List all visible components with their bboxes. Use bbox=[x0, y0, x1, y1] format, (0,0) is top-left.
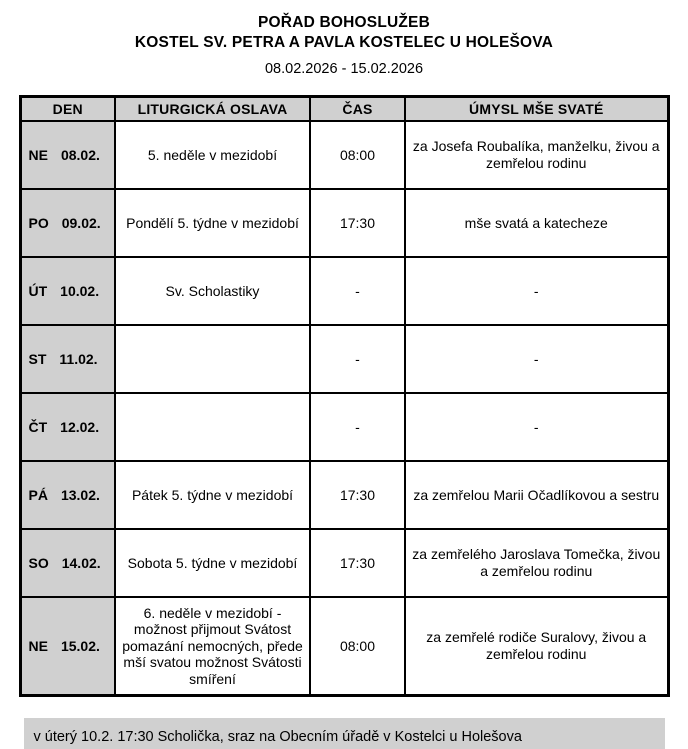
day-cell: PO 09.02. bbox=[19, 188, 116, 258]
time-cell: 17:30 bbox=[309, 460, 406, 530]
time-cell: - bbox=[309, 392, 406, 462]
page-title: POŘAD BOHOSLUŽEB bbox=[258, 14, 430, 31]
celebration-cell: Sobota 5. týdne v mezidobí bbox=[114, 528, 311, 598]
time-cell: 08:00 bbox=[309, 120, 406, 190]
day-cell: NE 15.02. bbox=[19, 596, 116, 697]
celebration-cell: 5. neděle v mezidobí bbox=[114, 120, 311, 190]
day-date: 15.02. bbox=[60, 638, 100, 654]
table-row: NE 08.02. 5. neděle v mezidobí 08:00 za J… bbox=[19, 120, 669, 190]
column-header-day: DEN bbox=[19, 95, 116, 122]
intention-cell: mše svatá a katecheze bbox=[404, 188, 669, 258]
time-cell: 17:30 bbox=[309, 188, 406, 258]
day-abbr: NE bbox=[28, 147, 48, 163]
intention-cell: za Josefa Roubalíka, manželku, živou a z… bbox=[404, 120, 669, 190]
celebration-cell: Pondělí 5. týdne v mezidobí bbox=[114, 188, 311, 258]
celebration-cell: Pátek 5. týdne v mezidobí bbox=[114, 460, 311, 530]
day-abbr: NE bbox=[28, 638, 48, 654]
celebration-cell: 6. neděle v mezidobí - možnost přijmout … bbox=[114, 596, 311, 697]
table-row: ST 11.02. - - bbox=[19, 324, 669, 394]
intention-cell: za zemřelou Marii Očadlíkovou a sestru bbox=[404, 460, 669, 530]
intention-cell: za zemřelého Jaroslava Tomečka, živou a … bbox=[404, 528, 669, 598]
announcement-bar: v úterý 10.2. 17:30 Scholička, sraz na O… bbox=[23, 718, 665, 749]
celebration-cell bbox=[114, 392, 311, 462]
day-cell: SO 14.02. bbox=[19, 528, 116, 598]
column-header-intention: ÚMYSL MŠE SVATÉ bbox=[404, 95, 669, 122]
column-header-time: ČAS bbox=[309, 95, 406, 122]
day-cell: ČT 12.02. bbox=[19, 392, 116, 462]
day-abbr: ČT bbox=[28, 419, 48, 435]
day-abbr: PO bbox=[28, 215, 49, 231]
day-date: 13.02. bbox=[60, 487, 100, 503]
column-header-celebration: LITURGICKÁ OSLAVA bbox=[114, 95, 311, 122]
day-date: 12.02. bbox=[60, 419, 100, 435]
document-header: POŘAD BOHOSLUŽEB KOSTEL SV. PETRA A PAVL… bbox=[0, 0, 688, 78]
day-cell: ST 11.02. bbox=[19, 324, 116, 394]
intention-cell: - bbox=[404, 392, 669, 462]
intention-cell: - bbox=[404, 256, 669, 326]
day-date: 08.02. bbox=[60, 147, 100, 163]
time-cell: 08:00 bbox=[309, 596, 406, 697]
day-abbr: ÚT bbox=[28, 283, 48, 299]
time-cell: 17:30 bbox=[309, 528, 406, 598]
day-cell: ÚT 10.02. bbox=[19, 256, 116, 326]
intention-cell: za zemřelé rodiče Suralovy, živou a zemř… bbox=[404, 596, 669, 697]
table-row: PÁ 13.02. Pátek 5. týdne v mezidobí 17:30… bbox=[19, 460, 669, 530]
table-row: SO 14.02. Sobota 5. týdne v mezidobí 17:3… bbox=[19, 528, 669, 598]
table-row: ČT 12.02. - - bbox=[19, 392, 669, 462]
intention-cell: - bbox=[404, 324, 669, 394]
time-cell: - bbox=[309, 256, 406, 326]
day-abbr: PÁ bbox=[28, 487, 48, 503]
day-abbr: ST bbox=[28, 351, 47, 367]
table-header-row: DEN LITURGICKÁ OSLAVA ČAS ÚMYSL MŠE SVAT… bbox=[19, 95, 669, 122]
table-row: ÚT 10.02. Sv. Scholastiky - - bbox=[19, 256, 669, 326]
day-date: 11.02. bbox=[59, 351, 98, 367]
celebration-cell bbox=[114, 324, 311, 394]
announcement-text: v úterý 10.2. 17:30 Scholička, sraz na O… bbox=[33, 729, 522, 745]
church-name: KOSTEL SV. PETRA A PAVLA KOSTELEC U HOLE… bbox=[134, 34, 554, 51]
date-range: 08.02.2026 - 15.02.2026 bbox=[264, 61, 424, 77]
celebration-cell: Sv. Scholastiky bbox=[114, 256, 311, 326]
time-cell: - bbox=[309, 324, 406, 394]
table-row: NE 15.02. 6. neděle v mezidobí - možnost … bbox=[19, 596, 669, 697]
table-row: PO 09.02. Pondělí 5. týdne v mezidobí 17:… bbox=[19, 188, 669, 258]
day-date: 14.02. bbox=[61, 555, 101, 571]
day-date: 10.02. bbox=[60, 283, 100, 299]
day-cell: PÁ 13.02. bbox=[19, 460, 116, 530]
day-abbr: SO bbox=[28, 555, 49, 571]
schedule-table: DEN LITURGICKÁ OSLAVA ČAS ÚMYSL MŠE SVAT… bbox=[18, 95, 670, 697]
day-date: 09.02. bbox=[61, 215, 101, 231]
day-cell: NE 08.02. bbox=[19, 120, 116, 190]
